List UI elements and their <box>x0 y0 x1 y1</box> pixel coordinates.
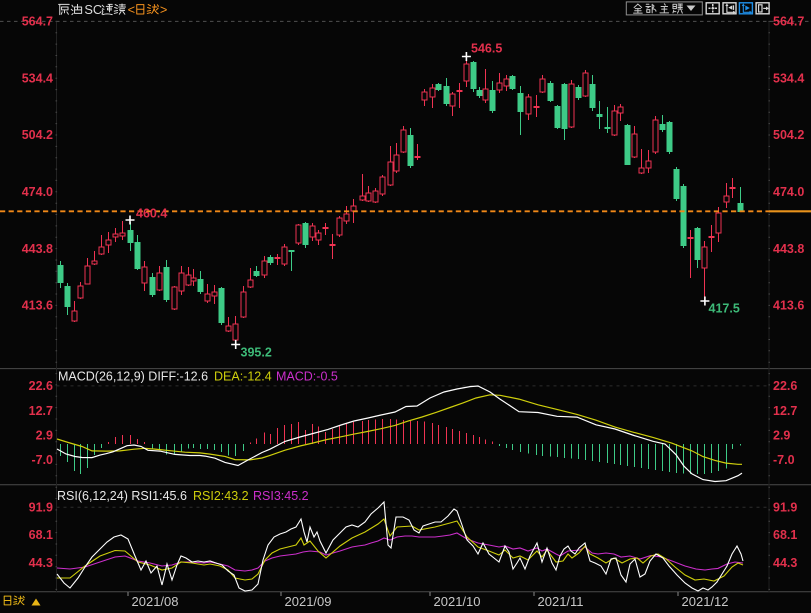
svg-text:MACD(26,12,9) DIFF:-12.6: MACD(26,12,9) DIFF:-12.6 <box>58 370 208 384</box>
svg-text:MACD:-0.5: MACD:-0.5 <box>276 370 338 384</box>
svg-text:SC: SC <box>84 2 102 17</box>
svg-text:534.4: 534.4 <box>773 71 804 85</box>
svg-text:RSI(6,12,24) RSI1:45.6: RSI(6,12,24) RSI1:45.6 <box>57 489 187 503</box>
svg-text:RSI3:45.2: RSI3:45.2 <box>253 489 309 503</box>
svg-text:413.6: 413.6 <box>773 299 804 313</box>
svg-text:12.7: 12.7 <box>773 404 797 418</box>
svg-text:2021/08: 2021/08 <box>132 594 179 609</box>
svg-text:2021/11: 2021/11 <box>538 594 584 609</box>
svg-text:443.8: 443.8 <box>773 242 804 256</box>
svg-text:12.7: 12.7 <box>29 404 53 418</box>
svg-text:443.8: 443.8 <box>22 242 53 256</box>
svg-text:22.6: 22.6 <box>29 379 53 393</box>
svg-text:2021/12: 2021/12 <box>682 594 729 609</box>
svg-text:413.6: 413.6 <box>22 299 53 313</box>
svg-text:-7.0: -7.0 <box>773 453 795 467</box>
svg-text:2.9: 2.9 <box>36 429 53 443</box>
svg-text:91.9: 91.9 <box>773 501 797 515</box>
svg-text:22.6: 22.6 <box>773 379 797 393</box>
svg-text:474.0: 474.0 <box>773 185 804 199</box>
svg-text:>: > <box>160 2 167 17</box>
svg-text:504.2: 504.2 <box>22 128 53 142</box>
svg-text:68.1: 68.1 <box>29 528 53 542</box>
svg-text:460.4: 460.4 <box>136 207 167 221</box>
svg-text:474.0: 474.0 <box>22 185 53 199</box>
svg-text:2021/10: 2021/10 <box>434 594 481 609</box>
svg-text:395.2: 395.2 <box>241 346 272 360</box>
svg-text:<: < <box>128 2 135 17</box>
svg-text:91.9: 91.9 <box>29 501 53 515</box>
svg-text:2021/09: 2021/09 <box>285 594 332 609</box>
svg-text:RSI2:43.2: RSI2:43.2 <box>193 489 249 503</box>
svg-text:44.3: 44.3 <box>773 556 797 570</box>
svg-text:68.1: 68.1 <box>773 528 797 542</box>
svg-text:2.9: 2.9 <box>773 429 790 443</box>
svg-text:DEA:-12.4: DEA:-12.4 <box>214 370 272 384</box>
svg-text:564.7: 564.7 <box>773 15 804 29</box>
svg-text:534.4: 534.4 <box>22 71 53 85</box>
svg-text:44.3: 44.3 <box>29 556 53 570</box>
svg-text:564.7: 564.7 <box>22 15 53 29</box>
svg-text:-7.0: -7.0 <box>31 453 53 467</box>
svg-text:504.2: 504.2 <box>773 128 804 142</box>
svg-text:546.5: 546.5 <box>471 42 502 56</box>
svg-text:417.5: 417.5 <box>709 302 740 316</box>
